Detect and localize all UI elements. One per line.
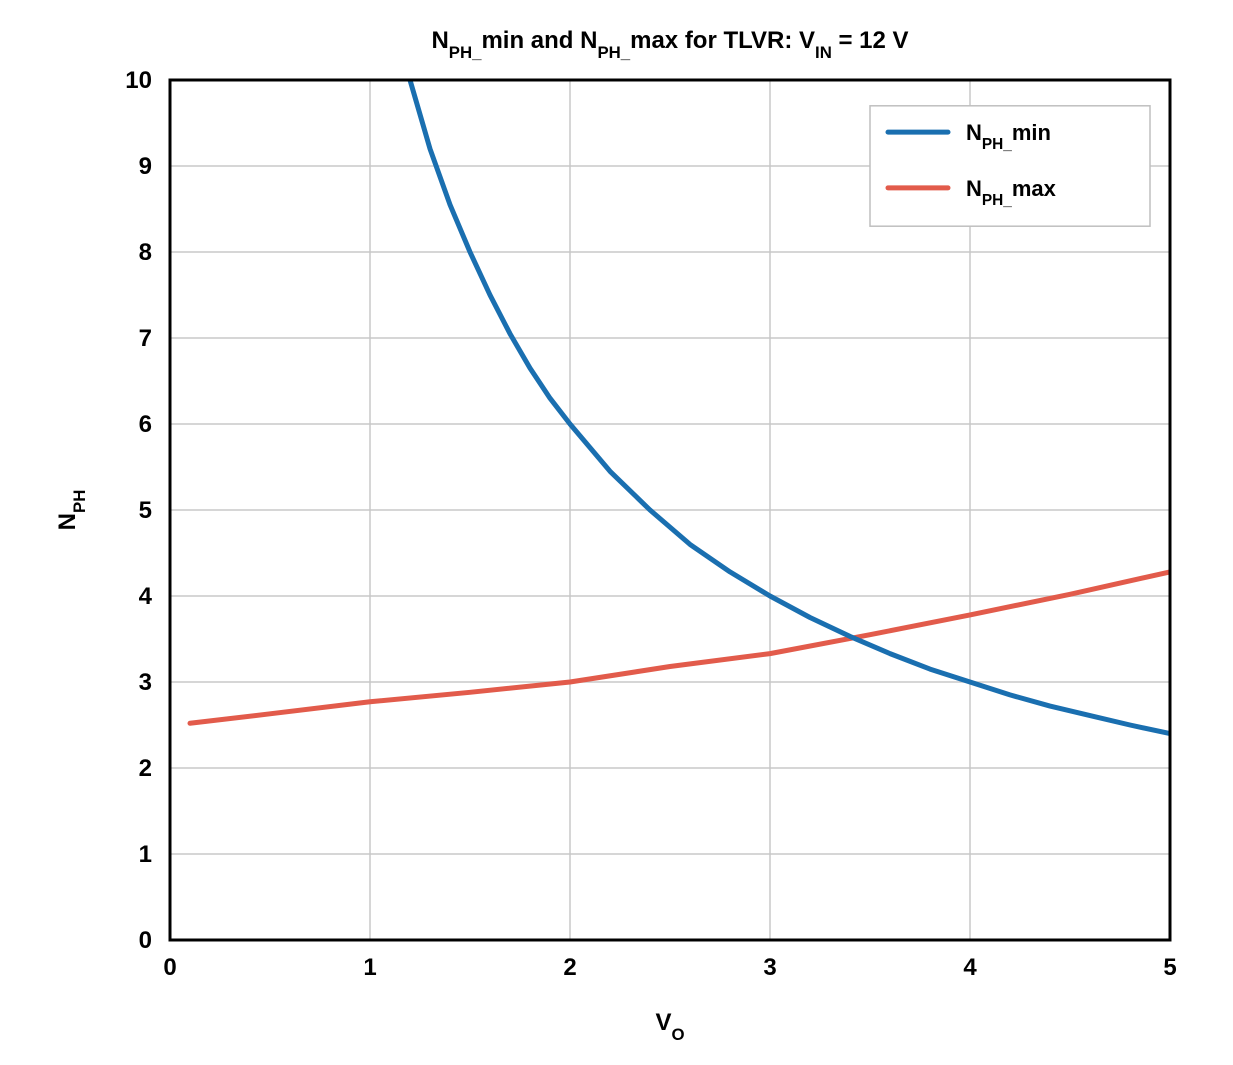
y-tick-label: 1: [139, 841, 152, 868]
y-tick-label: 3: [139, 669, 152, 696]
y-tick-label: 2: [139, 755, 152, 782]
y-tick-label: 7: [139, 325, 152, 352]
x-tick-label: 1: [363, 954, 376, 981]
x-tick-label: 0: [163, 954, 176, 981]
y-tick-label: 4: [139, 583, 153, 610]
line-chart: 012345012345678910VONPHNPH_min and NPH_m…: [0, 0, 1233, 1065]
y-tick-label: 9: [139, 153, 152, 180]
x-tick-label: 4: [963, 954, 977, 981]
y-tick-label: 0: [139, 927, 152, 954]
chart-container: 012345012345678910VONPHNPH_min and NPH_m…: [0, 0, 1233, 1065]
y-tick-label: 8: [139, 239, 152, 266]
y-tick-label: 6: [139, 411, 152, 438]
x-tick-label: 5: [1163, 954, 1176, 981]
x-tick-label: 3: [763, 954, 776, 981]
x-tick-label: 2: [563, 954, 576, 981]
y-tick-label: 10: [125, 67, 152, 94]
y-tick-label: 5: [139, 497, 152, 524]
